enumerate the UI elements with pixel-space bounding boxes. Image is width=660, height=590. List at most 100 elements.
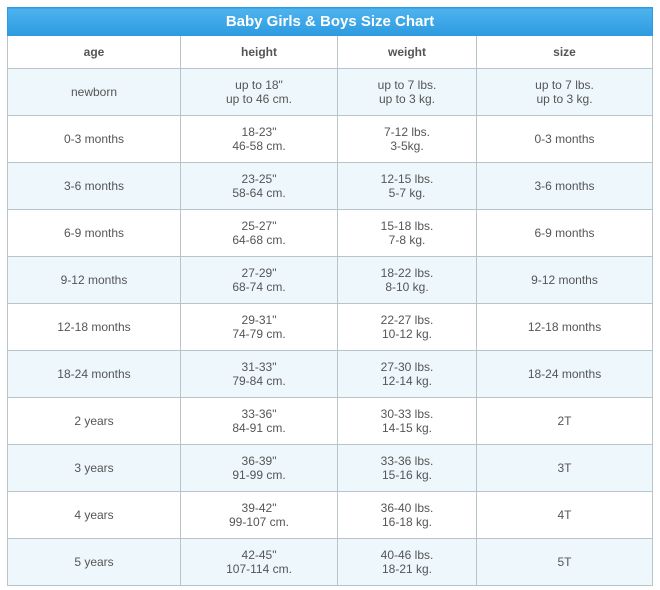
cell-age: 2 years [7, 397, 181, 445]
cell-size-line: up to 3 kg. [536, 92, 593, 106]
cell-height-line: 107-114 cm. [226, 562, 292, 576]
column-header-age: age [7, 35, 181, 69]
cell-height-line: 91-99 cm. [232, 468, 286, 482]
cell-age: 12-18 months [7, 303, 181, 351]
table-row: 5 years 42-45" 107-114 cm. 40-46 lbs. 18-21 … [7, 538, 654, 586]
cell-weight-line: 30-33 lbs. [380, 407, 434, 421]
cell-age: 5 years [7, 538, 181, 586]
cell-weight-line: 15-16 kg. [381, 468, 433, 482]
cell-age: 0-3 months [7, 115, 181, 163]
cell-weight-line: 40-46 lbs. [380, 548, 434, 562]
cell-age: 3-6 months [7, 162, 181, 210]
cell-height: 18-23" 46-58 cm. [180, 115, 338, 163]
cell-size-line: 12-18 months [527, 320, 602, 334]
cell-weight-line: 18-22 lbs. [380, 266, 434, 280]
cell-size-line: 3-6 months [534, 179, 595, 193]
cell-weight-line: 8-10 kg. [385, 280, 429, 294]
table-row: 0-3 months 18-23" 46-58 cm. 7-12 lbs. 3-5kg.… [7, 115, 654, 163]
cell-size-line: 0-3 months [534, 132, 595, 146]
cell-size: 0-3 months [475, 115, 654, 163]
cell-height: 29-31" 74-79 cm. [180, 303, 338, 351]
cell-height: 27-29" 68-74 cm. [180, 256, 338, 304]
cell-weight: up to 7 lbs. up to 3 kg. [337, 68, 477, 116]
cell-height-line: 33-36" [241, 407, 277, 421]
cell-height-line: 42-45" [241, 548, 277, 562]
cell-age: newborn [7, 68, 181, 116]
cell-weight-line: 12-15 lbs. [380, 172, 434, 186]
cell-size-line: 18-24 months [527, 367, 602, 381]
table-row: 4 years 39-42" 99-107 cm. 36-40 lbs. 16-18 k… [7, 491, 654, 539]
cell-weight-line: 15-18 lbs. [380, 219, 434, 233]
cell-size-line: 9-12 months [531, 273, 598, 287]
chart-title: Baby Girls & Boys Size Chart [6, 7, 654, 36]
cell-height-line: 74-79 cm. [232, 327, 286, 341]
cell-height: 25-27" 64-68 cm. [180, 209, 338, 257]
cell-weight-line: 5-7 kg. [388, 186, 426, 200]
cell-height: 23-25" 58-64 cm. [180, 162, 338, 210]
cell-height-line: 36-39" [241, 454, 277, 468]
column-header-size: size [475, 35, 654, 69]
cell-age: 18-24 months [7, 350, 181, 398]
column-header-weight: weight [337, 35, 477, 69]
cell-weight-line: 14-15 kg. [381, 421, 433, 435]
table-row: 3 years 36-39" 91-99 cm. 33-36 lbs. 15-16 kg… [7, 444, 654, 492]
cell-weight-line: 22-27 lbs. [380, 313, 434, 327]
cell-weight: 22-27 lbs. 10-12 kg. [337, 303, 477, 351]
cell-height-line: 64-68 cm. [232, 233, 286, 247]
cell-size: 4T [475, 491, 654, 539]
cell-height-line: 31-33" [241, 360, 277, 374]
cell-height-line: up to 18" [235, 78, 283, 92]
cell-age: 9-12 months [7, 256, 181, 304]
cell-weight: 18-22 lbs. 8-10 kg. [337, 256, 477, 304]
cell-weight-line: 16-18 kg. [381, 515, 433, 529]
cell-height-line: 99-107 cm. [228, 515, 290, 529]
cell-height-line: 27-29" [241, 266, 277, 280]
cell-size: 3T [475, 444, 654, 492]
table-row: newborn up to 18" up to 46 cm. up to 7 lbs.… [7, 68, 654, 116]
cell-weight: 12-15 lbs. 5-7 kg. [337, 162, 477, 210]
cell-height-line: 18-23" [241, 125, 277, 139]
cell-weight-line: 18-21 kg. [381, 562, 433, 576]
cell-weight: 40-46 lbs. 18-21 kg. [337, 538, 477, 586]
cell-size: 3-6 months [475, 162, 654, 210]
cell-size-line: 4T [557, 508, 572, 522]
cell-age: 4 years [7, 491, 181, 539]
cell-weight-line: 33-36 lbs. [380, 454, 434, 468]
cell-size: 5T [475, 538, 654, 586]
cell-size: 18-24 months [475, 350, 654, 398]
cell-size: 12-18 months [475, 303, 654, 351]
cell-height-line: 25-27" [241, 219, 277, 233]
cell-height-line: up to 46 cm. [225, 92, 293, 106]
cell-size: 9-12 months [475, 256, 654, 304]
cell-weight: 33-36 lbs. 15-16 kg. [337, 444, 477, 492]
table-row: 6-9 months 25-27" 64-68 cm. 15-18 lbs. 7-8 k… [7, 209, 654, 257]
cell-height-line: 46-58 cm. [232, 139, 286, 153]
cell-weight: 7-12 lbs. 3-5kg. [337, 115, 477, 163]
cell-weight: 27-30 lbs. 12-14 kg. [337, 350, 477, 398]
cell-weight-line: 36-40 lbs. [380, 501, 434, 515]
cell-size-line: 5T [557, 555, 572, 569]
size-chart-body: newborn up to 18" up to 46 cm. up to 7 lbs.… [7, 68, 654, 586]
cell-size-line: 2T [557, 414, 572, 428]
cell-weight-line: 3-5kg. [390, 139, 424, 153]
cell-height-line: 84-91 cm. [232, 421, 286, 435]
cell-weight-line: 12-14 kg. [381, 374, 433, 388]
cell-height: 31-33" 79-84 cm. [180, 350, 338, 398]
cell-size: up to 7 lbs. up to 3 kg. [475, 68, 654, 116]
cell-height-line: 79-84 cm. [232, 374, 286, 388]
table-row: 3-6 months 23-25" 58-64 cm. 12-15 lbs. 5-7 k… [7, 162, 654, 210]
cell-height-line: 68-74 cm. [232, 280, 286, 294]
cell-size: 2T [475, 397, 654, 445]
cell-height-line: 39-42" [241, 501, 277, 515]
cell-height: 36-39" 91-99 cm. [180, 444, 338, 492]
cell-height: 33-36" 84-91 cm. [180, 397, 338, 445]
cell-weight: 30-33 lbs. 14-15 kg. [337, 397, 477, 445]
column-header-row: age height weight size [7, 35, 654, 69]
table-row: 9-12 months 27-29" 68-74 cm. 18-22 lbs. 8-10… [7, 256, 654, 304]
cell-size-line: up to 7 lbs. [535, 78, 594, 92]
cell-size-line: 6-9 months [534, 226, 595, 240]
size-chart-table: Baby Girls & Boys Size Chart age height … [6, 7, 654, 586]
cell-weight-line: 27-30 lbs. [380, 360, 434, 374]
cell-weight-line: 7-8 kg. [388, 233, 426, 247]
cell-weight-line: up to 7 lbs. [377, 78, 437, 92]
